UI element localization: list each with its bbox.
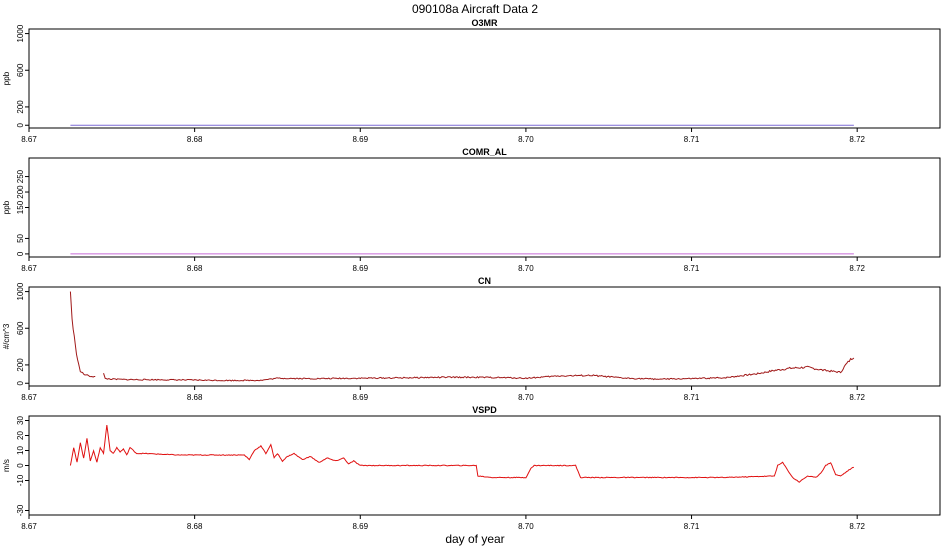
y-tick-label: -30 bbox=[16, 504, 25, 516]
x-tick-label: 8.71 bbox=[684, 393, 700, 402]
x-tick-label: 8.70 bbox=[518, 393, 534, 402]
x-tick-label: 8.70 bbox=[518, 522, 534, 531]
y-axis-label: m/s bbox=[2, 459, 11, 472]
x-tick-label: 8.71 bbox=[684, 522, 700, 531]
x-tick-label: 8.71 bbox=[684, 135, 700, 144]
x-tick-label: 8.67 bbox=[21, 522, 37, 531]
x-tick-label: 8.68 bbox=[187, 264, 203, 273]
y-tick-label: 1000 bbox=[16, 282, 25, 300]
series-line-0 bbox=[69, 291, 96, 378]
plot-frame bbox=[28, 286, 941, 387]
y-tick-label: -10 bbox=[16, 474, 25, 486]
x-axis-label: day of year bbox=[445, 532, 504, 546]
y-tick-label: 0 bbox=[16, 251, 25, 256]
y-tick-label: 150 bbox=[16, 200, 25, 214]
x-tick-label: 8.72 bbox=[849, 264, 865, 273]
panel-title: COMR_AL bbox=[462, 147, 507, 157]
series-line-1 bbox=[103, 357, 855, 382]
y-tick-label: 0 bbox=[16, 122, 25, 127]
y-axis-label: ppb bbox=[2, 200, 11, 214]
x-tick-label: 8.69 bbox=[352, 522, 368, 531]
y-tick-label: 10 bbox=[16, 446, 25, 455]
y-tick-label: 600 bbox=[16, 63, 25, 77]
x-tick-label: 8.70 bbox=[518, 264, 534, 273]
x-tick-label: 8.72 bbox=[849, 135, 865, 144]
x-tick-label: 8.71 bbox=[684, 264, 700, 273]
x-tick-label: 8.67 bbox=[21, 393, 37, 402]
y-tick-label: 0 bbox=[16, 380, 25, 385]
x-tick-label: 8.68 bbox=[187, 393, 203, 402]
y-axis-label: ppb bbox=[2, 71, 11, 85]
y-tick-label: 30 bbox=[16, 416, 25, 425]
y-tick-label: 1000 bbox=[16, 24, 25, 42]
y-tick-label: 200 bbox=[16, 358, 25, 372]
x-tick-label: 8.68 bbox=[187, 135, 203, 144]
y-axis-label: #/cm^3 bbox=[2, 323, 11, 349]
x-tick-label: 8.70 bbox=[518, 135, 534, 144]
x-tick-label: 8.72 bbox=[849, 393, 865, 402]
panel-o3mr: O3MR ppb 8.67 8.68 8.69 8.70 8.71 8.72 0 200 600 10… bbox=[2, 18, 941, 144]
panel-vspd: VSPD m/s 8.67 8.68 8.69 8.70 8.71 8.72 -30 -10 0 10… bbox=[2, 405, 941, 531]
x-tick-label: 8.69 bbox=[352, 393, 368, 402]
y-tick-label: 250 bbox=[16, 169, 25, 183]
x-tick-label: 8.69 bbox=[352, 135, 368, 144]
y-tick-label: 200 bbox=[16, 185, 25, 199]
x-tick-label: 8.67 bbox=[21, 135, 37, 144]
plot-frame bbox=[28, 415, 941, 516]
y-tick-label: 200 bbox=[16, 100, 25, 114]
plot-frame bbox=[28, 28, 941, 129]
x-tick-label: 8.69 bbox=[352, 264, 368, 273]
panel-title: CN bbox=[478, 276, 491, 286]
panel-title: O3MR bbox=[471, 18, 498, 28]
y-tick-label: 20 bbox=[16, 431, 25, 440]
x-tick-label: 8.68 bbox=[187, 522, 203, 531]
y-tick-label: 50 bbox=[16, 233, 25, 242]
y-tick-label: 600 bbox=[16, 321, 25, 335]
panel-title: VSPD bbox=[472, 405, 497, 415]
plot-frame bbox=[28, 157, 941, 258]
panel-cn: CN #/cm^3 8.67 8.68 8.69 8.70 8.71 8.72 0 200 600 1… bbox=[2, 276, 941, 402]
y-tick-label: 0 bbox=[16, 463, 25, 468]
figure-title: 090108a Aircraft Data 2 bbox=[412, 2, 538, 16]
series-line-0 bbox=[69, 425, 854, 483]
x-tick-label: 8.72 bbox=[849, 522, 865, 531]
x-tick-label: 8.67 bbox=[21, 264, 37, 273]
